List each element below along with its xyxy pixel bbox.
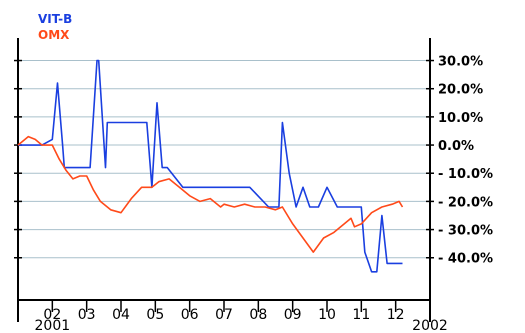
series-line-vit-b (18, 59, 403, 273)
series-line-omx (17, 135, 404, 253)
y-ticks: 30.0% 20.0% 10.0% 0.0% - 10.0% - 20.0% - 30.0%… (14, 55, 493, 267)
xtick-label-1: 03 (78, 307, 96, 323)
legend: VIT-B OMX (38, 12, 72, 42)
x-ticks: 02 03 04 05 06 07 08 09 10 11 12 2001 2002 (35, 300, 448, 333)
ytick-label-3: 0.0% (438, 139, 474, 154)
xtick-label-9: 11 (352, 307, 370, 323)
ytick-label-7: - 40.0% (438, 252, 493, 267)
ytick-label-2: 10.0% (438, 111, 483, 126)
xtick-label-4: 06 (181, 307, 199, 323)
ytick-label-0: 30.0% (438, 55, 483, 70)
year-label-1: 2002 (412, 318, 448, 333)
xtick-label-6: 08 (249, 307, 267, 323)
legend-label-omx: OMX (38, 28, 70, 42)
ytick-label-4: - 10.0% (438, 167, 493, 182)
legend-label-vit-b: VIT-B (38, 12, 72, 26)
xtick-label-8: 10 (318, 307, 336, 323)
xtick-label-7: 09 (284, 307, 302, 323)
ytick-label-1: 20.0% (438, 83, 483, 98)
ytick-label-6: - 30.0% (438, 224, 493, 239)
series-lines (17, 59, 404, 273)
xtick-label-2: 04 (112, 307, 130, 323)
xtick-label-0: 02 (43, 307, 61, 323)
axes (17, 38, 431, 322)
year-label-0: 2001 (35, 318, 71, 333)
xtick-label-5: 07 (215, 307, 233, 323)
xtick-label-10: 12 (387, 307, 405, 323)
gridlines (18, 60, 430, 259)
xtick-label-3: 05 (146, 307, 164, 323)
ytick-label-5: - 20.0% (438, 195, 493, 210)
